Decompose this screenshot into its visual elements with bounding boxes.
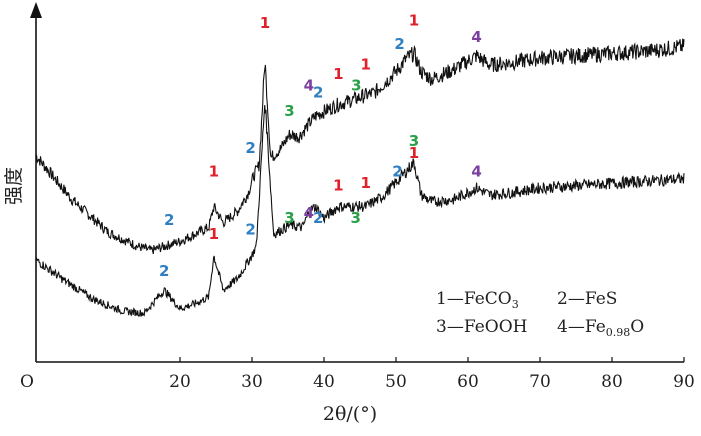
peak-label-21: 2 [313, 209, 323, 227]
peak-label-25: 2 [159, 262, 169, 280]
series-layer [35, 38, 685, 317]
y-axis-arrow [30, 2, 42, 18]
x-ticks: 20 30 40 50 60 70 80 90 [169, 357, 695, 392]
x-tick-label-80: 80 [601, 372, 623, 392]
peak-label-0: 1 [260, 14, 270, 32]
peak-label-4: 1 [361, 56, 371, 74]
origin-label: O [20, 372, 34, 392]
peak-label-5: 3 [351, 77, 361, 95]
x-tick-label-90: 90 [673, 372, 695, 392]
legend-item-4: 4—Fe0.98O [557, 317, 644, 339]
peak-label-22: 3 [284, 209, 294, 227]
peak-label-14: 1 [409, 144, 419, 162]
peak-label-23: 2 [245, 220, 255, 238]
axes [30, 2, 684, 363]
peak-label-10: 2 [245, 139, 255, 157]
peak-label-11: 1 [209, 162, 219, 180]
series-line-2 [35, 105, 685, 317]
x-tick-label-60: 60 [457, 372, 479, 392]
x-tick-label-30: 30 [241, 372, 263, 392]
peak-label-7: 4 [304, 77, 314, 95]
x-tick-label-70: 70 [529, 372, 551, 392]
peak-label-20: 4 [304, 204, 314, 222]
peak-label-17: 1 [361, 174, 371, 192]
x-tick-label-40: 40 [313, 372, 335, 392]
peak-label-9: 3 [284, 102, 294, 120]
peak-label-2: 2 [394, 35, 404, 53]
legend-item-1: 1—FeCO3 [436, 289, 519, 311]
y-axis-title: 强度 [3, 167, 25, 205]
x-axis-title: 2θ/(°) [323, 403, 377, 425]
series-line-1 [35, 38, 685, 255]
x-tick-label-50: 50 [385, 372, 407, 392]
peak-label-3: 4 [471, 28, 481, 46]
peak-label-1: 1 [409, 12, 419, 30]
peak-label-24: 1 [209, 225, 219, 243]
peak-label-6: 1 [333, 65, 343, 83]
peak-label-13: 3 [409, 132, 419, 150]
legend-item-3: 3—FeOOH [436, 317, 527, 337]
peak-label-15: 2 [392, 162, 402, 180]
legend: 1—FeCO3 2—FeS 3—FeOOH 4—Fe0.98O [436, 289, 644, 339]
legend-item-2: 2—FeS [557, 289, 617, 309]
peak-label-18: 3 [350, 209, 360, 227]
peak-label-8: 2 [313, 84, 323, 102]
peak-label-12: 2 [164, 211, 174, 229]
x-tick-label-20: 20 [169, 372, 191, 392]
peak-label-19: 1 [333, 176, 343, 194]
peak-label-16: 4 [471, 162, 481, 180]
